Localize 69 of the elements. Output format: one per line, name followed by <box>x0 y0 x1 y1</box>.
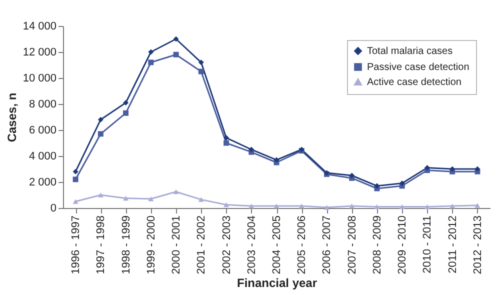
x-tick-label: 2010 - 2011 <box>422 216 434 274</box>
legend-label: Total malaria cases <box>367 46 453 57</box>
y-tick-label: 4 000 <box>28 150 56 162</box>
point <box>98 131 104 137</box>
point <box>72 168 78 174</box>
x-tick-label: 1997 - 1998 <box>95 216 108 274</box>
point <box>198 68 204 74</box>
point <box>424 204 430 210</box>
x-tick-label: 2004 - 2005 <box>271 216 283 274</box>
y-tick-label: 10 000 <box>22 72 56 84</box>
point <box>349 204 355 208</box>
point <box>374 204 380 210</box>
point <box>349 172 355 178</box>
x-tick-label: 2001 - 2002 <box>196 216 208 274</box>
point <box>173 189 179 194</box>
point <box>98 192 104 198</box>
point <box>123 100 129 106</box>
point <box>298 204 304 208</box>
y-tick-label: 8 000 <box>28 98 56 110</box>
y-tick-label: 12 000 <box>22 46 56 58</box>
y-tick-label: 0 <box>50 202 56 214</box>
point <box>324 204 330 210</box>
point <box>274 204 280 208</box>
point <box>224 135 230 141</box>
point <box>173 36 179 42</box>
legend-label: Passive case detection <box>367 62 470 73</box>
x-tick-label: 2011 - 2012 <box>446 216 459 274</box>
point <box>399 180 405 186</box>
legend-label: Active case detection <box>367 77 462 88</box>
point <box>148 196 154 202</box>
y-tick-label: 6 000 <box>28 124 56 136</box>
x-tick-label: 1998 - 1999 <box>120 216 132 274</box>
x-tick-label: 2007 - 2008 <box>346 216 358 274</box>
x-tick-label: 2003 - 2004 <box>246 216 258 274</box>
y-tick-label: 14 000 <box>22 20 56 32</box>
x-tick-label: 2009 - 2010 <box>396 216 409 274</box>
point <box>450 166 456 172</box>
x-tick-label: 2006 - 2007 <box>321 216 334 274</box>
point <box>198 197 204 202</box>
point <box>450 204 456 208</box>
x-tick-label: 1996 - 1997 <box>70 216 82 274</box>
x-tick-label: 2000 - 2001 <box>170 216 183 274</box>
point <box>198 60 204 66</box>
point <box>474 203 480 208</box>
point <box>224 140 230 146</box>
x-tick-label: 2012 - 2013 <box>472 216 484 274</box>
point <box>248 146 254 152</box>
x-axis-title: Financial year <box>236 276 318 290</box>
point <box>72 199 78 204</box>
point <box>72 176 78 182</box>
y-axis-title: Cases, n <box>4 92 19 142</box>
x-tick-label: 2008 - 2009 <box>371 216 384 274</box>
x-tick-label: 2005 - 2006 <box>296 216 308 274</box>
point <box>274 157 280 163</box>
x-tick-label: 1999 - 2000 <box>145 216 158 274</box>
point <box>474 166 480 172</box>
x-tick-label: 2002 - 2003 <box>220 216 233 274</box>
point <box>399 204 405 210</box>
point <box>148 60 154 66</box>
point <box>224 202 230 208</box>
point <box>98 116 104 122</box>
y-tick-label: 2 000 <box>28 176 56 188</box>
point <box>248 204 254 208</box>
point <box>173 52 179 58</box>
point <box>148 49 154 55</box>
point <box>424 164 430 170</box>
point <box>123 110 129 116</box>
point <box>123 196 129 201</box>
point <box>374 183 380 189</box>
